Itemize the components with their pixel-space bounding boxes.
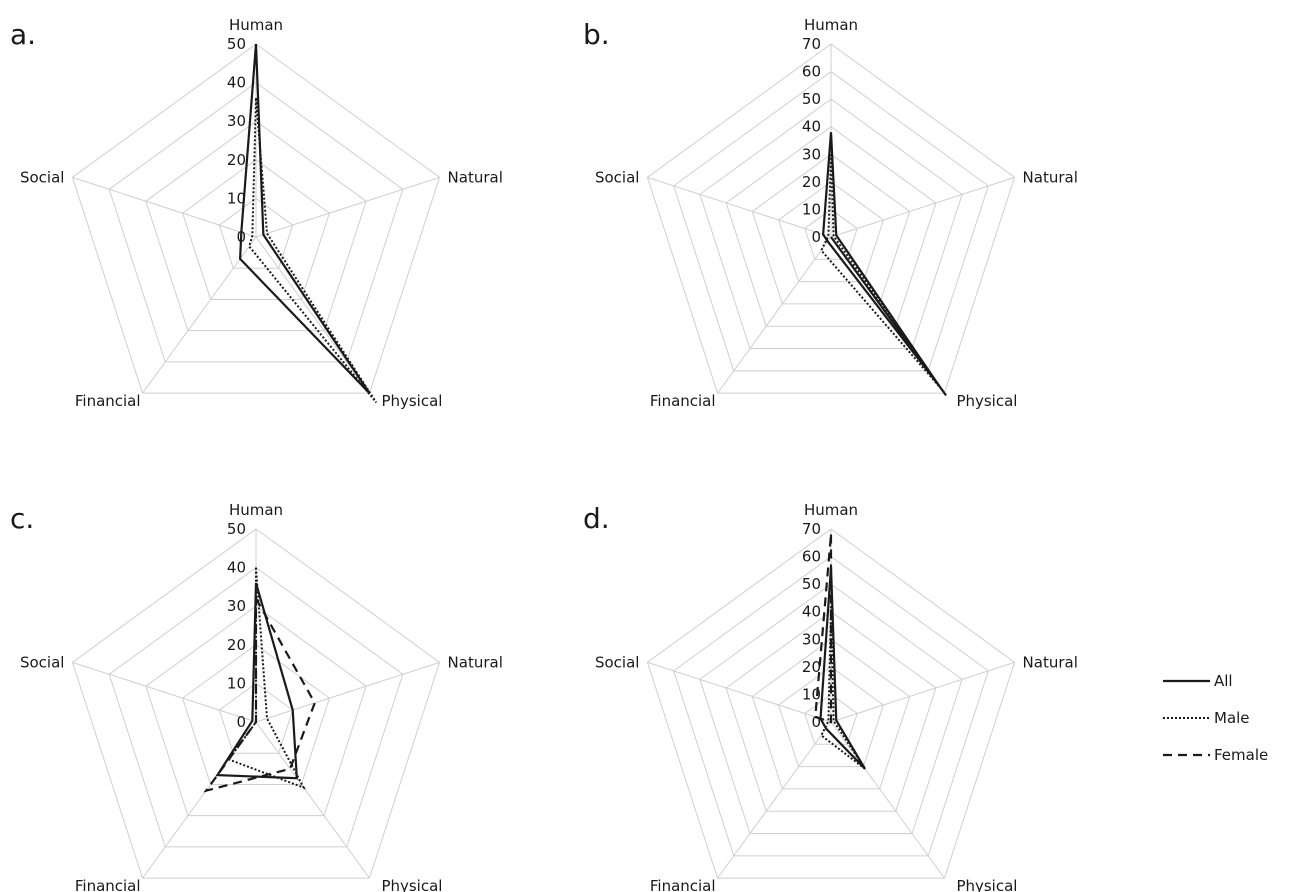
tick-label: 10 — [227, 674, 246, 692]
tick-label: 10 — [802, 200, 821, 218]
tick-label: 0 — [236, 713, 246, 731]
tick-label: 50 — [227, 35, 246, 53]
axis-label-human: Human — [229, 16, 283, 34]
axis-spoke — [256, 237, 369, 393]
axis-label-human: Human — [229, 501, 283, 519]
series-male — [249, 98, 376, 402]
axis-label-social: Social — [20, 653, 64, 671]
tick-label: 20 — [227, 636, 246, 654]
axis-label-natural: Natural — [448, 653, 503, 671]
axis-spoke — [256, 722, 369, 878]
tick-label: 30 — [227, 597, 246, 615]
tick-label: 20 — [227, 151, 246, 169]
axis-spoke — [256, 662, 440, 722]
tick-label: 40 — [802, 603, 821, 621]
axis-label-physical: Physical — [956, 392, 1017, 410]
tick-label: 0 — [811, 713, 821, 731]
tick-label: 30 — [227, 112, 246, 130]
axis-label-physical: Physical — [381, 392, 442, 410]
axis-label-social: Social — [20, 168, 64, 186]
series-all — [240, 44, 369, 393]
tick-label: 20 — [802, 173, 821, 191]
series-female — [831, 237, 946, 395]
series-male — [821, 154, 941, 388]
axis-label-human: Human — [804, 16, 858, 34]
axis-label-financial: Financial — [75, 877, 141, 892]
panel-letter: c. — [10, 502, 34, 535]
axis-spoke — [718, 237, 831, 393]
tick-label: 50 — [802, 575, 821, 593]
legend-label: Female — [1214, 746, 1268, 764]
axis-label-natural: Natural — [1023, 168, 1078, 186]
axis-label-natural: Natural — [1023, 653, 1078, 671]
tick-label: 40 — [227, 559, 246, 577]
axis-spoke — [831, 662, 1015, 722]
legend-label: All — [1214, 672, 1233, 690]
legend-label: Male — [1214, 709, 1250, 727]
axis-label-natural: Natural — [448, 168, 503, 186]
tick-label: 50 — [227, 520, 246, 538]
legend: All Male Female — [1163, 672, 1268, 764]
tick-label: 40 — [802, 118, 821, 136]
axis-spoke — [831, 722, 944, 878]
tick-label: 70 — [802, 520, 821, 538]
axis-spoke — [718, 722, 831, 878]
tick-label: 30 — [802, 630, 821, 648]
tick-label: 70 — [802, 35, 821, 53]
tick-label: 30 — [802, 145, 821, 163]
axis-label-social: Social — [595, 653, 639, 671]
axis-label-physical: Physical — [956, 877, 1017, 892]
panel-letter: d. — [583, 502, 610, 535]
tick-label: 0 — [811, 228, 821, 246]
tick-label: 40 — [227, 74, 246, 92]
axis-label-physical: Physical — [381, 877, 442, 892]
tick-label: 60 — [802, 548, 821, 566]
panel-letter: a. — [10, 18, 36, 51]
axis-spoke — [143, 237, 256, 393]
tick-label: 60 — [802, 63, 821, 81]
axis-spoke — [831, 177, 1015, 237]
axis-label-social: Social — [595, 168, 639, 186]
axis-label-human: Human — [804, 501, 858, 519]
panel-letter: b. — [583, 18, 610, 51]
tick-label: 50 — [802, 90, 821, 108]
radar-panel-1: a.01020304050HumanNaturalPhysicalFinanci… — [10, 16, 503, 410]
axis-spoke — [256, 177, 440, 237]
series-female — [206, 598, 315, 790]
axis-label-financial: Financial — [650, 392, 716, 410]
axis-label-financial: Financial — [650, 877, 716, 892]
axis-label-financial: Financial — [75, 392, 141, 410]
